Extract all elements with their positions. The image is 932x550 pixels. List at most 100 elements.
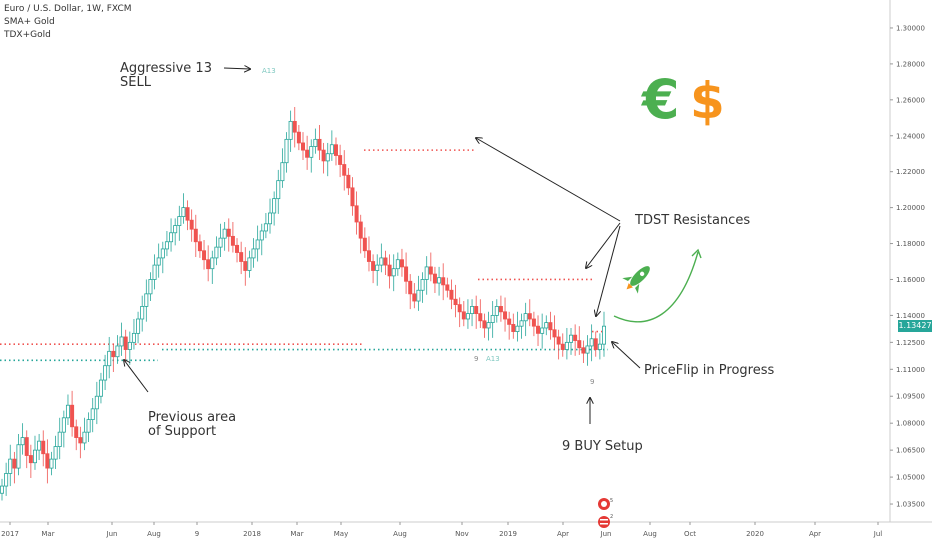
svg-text:5: 5: [610, 498, 613, 504]
x-tick-label: Aug: [643, 530, 657, 538]
priceflip-arrow: [612, 342, 641, 369]
candle-body: [329, 144, 334, 155]
candle-body: [404, 266, 409, 282]
candle-body: [20, 437, 25, 446]
candle-body: [428, 266, 433, 275]
candle-body: [424, 266, 429, 280]
euro-sign-icon: €: [640, 68, 680, 130]
candle-body: [53, 446, 58, 460]
candle-body: [82, 431, 87, 444]
candle-body: [164, 241, 169, 250]
candle-body: [457, 304, 462, 313]
candle-body: [560, 343, 565, 350]
x-tick-label: Apr: [557, 530, 569, 538]
candle-body: [585, 345, 590, 354]
candle-body: [556, 336, 561, 345]
candle-body: [408, 280, 413, 295]
candle-body: [239, 252, 244, 262]
arrow-icon: [613, 251, 699, 323]
x-tick-label: 9: [195, 530, 199, 538]
candle-body: [478, 313, 483, 322]
candle-body: [259, 230, 264, 241]
y-tick-label: 1.18000: [896, 240, 925, 248]
candle-body: [119, 336, 124, 347]
candle-body: [37, 440, 42, 451]
candle-body: [437, 277, 442, 284]
candle-body: [511, 323, 516, 332]
y-tick-label: 1.11000: [896, 366, 925, 374]
candle-body: [474, 306, 479, 315]
candle-body: [577, 340, 582, 349]
candle-body: [268, 212, 273, 225]
candle-body: [441, 277, 446, 286]
candle-body: [354, 205, 359, 223]
candle-body: [305, 149, 310, 158]
candle-body: [548, 322, 553, 331]
candle-body: [432, 273, 437, 284]
us-flag-icon: [598, 516, 610, 528]
candle-body: [230, 235, 235, 246]
candle-body: [115, 345, 120, 358]
candle-body: [300, 142, 305, 151]
candle-body: [552, 329, 557, 338]
event-icons[interactable]: 5 2: [596, 496, 616, 532]
candle-body: [243, 261, 248, 271]
candle-body: [602, 325, 607, 345]
candle-body: [379, 257, 384, 266]
x-tick-label: 2020: [746, 530, 764, 538]
candle-body: [57, 431, 62, 447]
candle-body: [4, 473, 9, 487]
candle-body: [131, 332, 136, 343]
candle-body: [65, 404, 70, 419]
candle-body: [123, 336, 128, 350]
candle-body: [399, 259, 404, 268]
currency-icons: € $: [640, 68, 725, 130]
last-price-tag: 1.13427: [898, 320, 932, 333]
candle-body: [251, 248, 256, 259]
candle-series: [0, 107, 607, 501]
candle-body: [470, 306, 475, 315]
candle-body: [453, 298, 458, 306]
indicator-sma-label[interactable]: SMA+ Gold: [4, 17, 55, 27]
candle-body: [531, 318, 536, 327]
candle-body: [32, 449, 37, 464]
svg-text:€: €: [640, 68, 680, 130]
candle-body: [375, 264, 380, 271]
candle-body: [74, 426, 79, 438]
candle-body: [173, 225, 178, 234]
rocket-trend: [613, 248, 702, 323]
candle-body: [103, 365, 108, 381]
candle-body: [189, 219, 194, 230]
candle-body: [490, 315, 495, 323]
candle-body: [412, 293, 417, 302]
candle-body: [169, 232, 174, 243]
a13-top-label: A13: [262, 67, 276, 75]
y-tick-label: 1.05000: [896, 474, 925, 482]
tdst-low-arrow: [596, 225, 621, 316]
candle-body: [581, 347, 586, 354]
candle-body: [222, 228, 227, 239]
candle-body: [395, 259, 400, 270]
candle-body: [371, 261, 376, 271]
candle-body: [317, 138, 322, 151]
y-tick-label: 1.14000: [896, 312, 925, 320]
candle-body: [515, 325, 520, 332]
candle-body: [152, 264, 157, 280]
y-tick-label: 1.30000: [896, 24, 925, 32]
candle-body: [519, 320, 524, 327]
candle-body: [78, 437, 83, 444]
candle-body: [272, 198, 277, 214]
candle-body: [107, 350, 112, 367]
a13-low-label: A13: [486, 355, 500, 363]
candle-body: [49, 458, 54, 469]
priceflip-label: PriceFlip in Progress: [644, 363, 775, 378]
x-tick-label: Mar: [290, 530, 303, 538]
x-tick-label: Aug: [147, 530, 161, 538]
candle-body: [366, 250, 371, 262]
indicator-tdx-label[interactable]: TDX+Gold: [4, 30, 51, 40]
candle-body: [420, 279, 425, 291]
candle-body: [358, 221, 363, 239]
candle-body: [45, 453, 50, 469]
y-tick-label: 1.24000: [896, 132, 925, 140]
